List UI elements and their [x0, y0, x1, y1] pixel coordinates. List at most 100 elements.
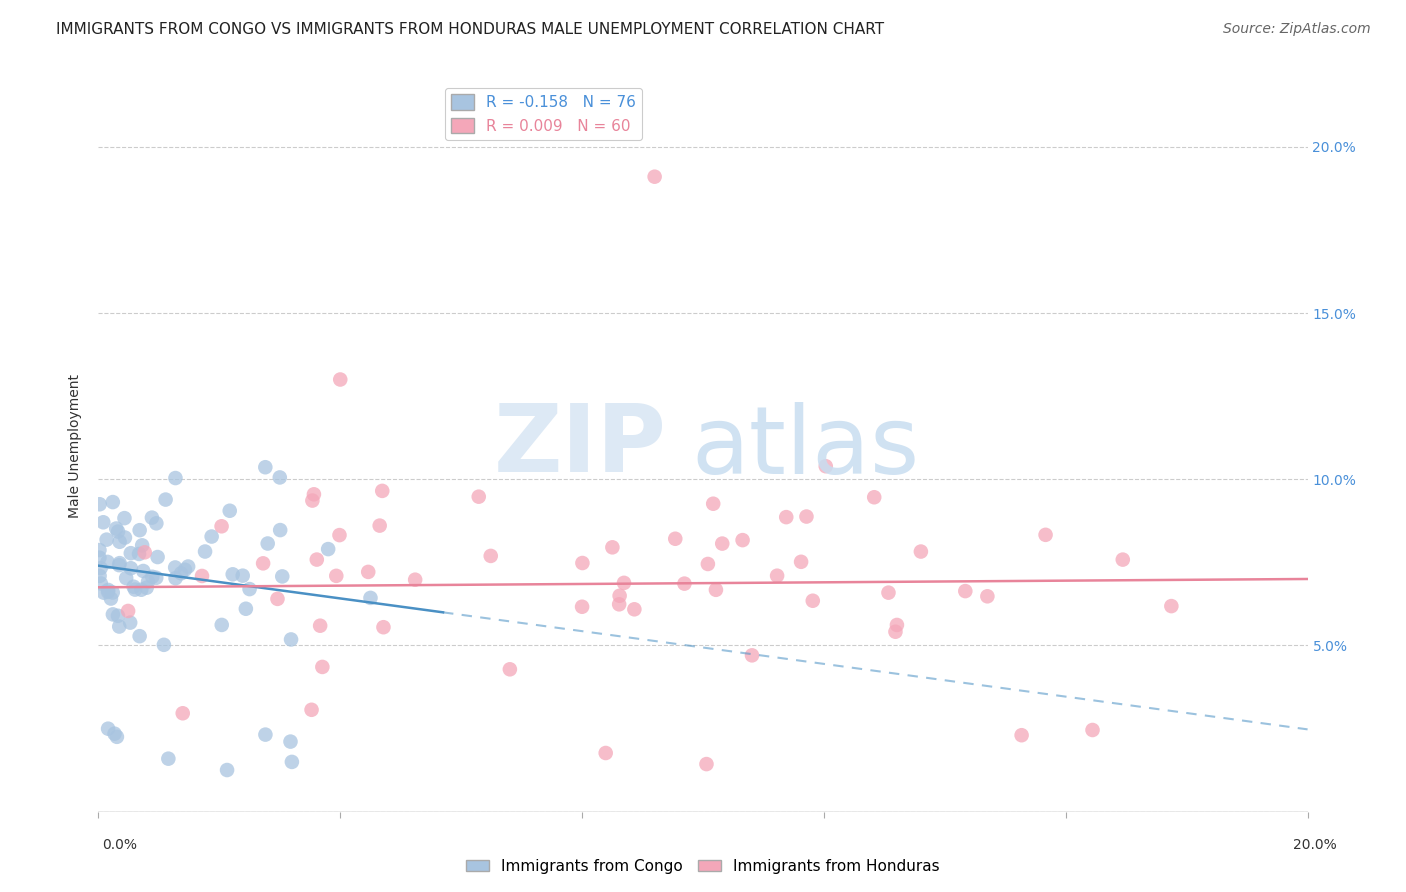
Point [1160, 599, 1182, 613]
Point [254, 728, 277, 742]
Point [796, 509, 818, 524]
Point [100, 591, 122, 606]
Point [108, 556, 131, 570]
Point [89, 497, 111, 511]
Point [114, 531, 136, 545]
Point [136, 574, 159, 589]
Point [357, 565, 380, 579]
Point [910, 544, 932, 558]
Point [766, 568, 789, 582]
Point [602, 541, 624, 555]
Point [877, 585, 900, 599]
Point [101, 495, 124, 509]
Point [122, 580, 145, 594]
Point [360, 591, 382, 605]
Point [863, 490, 886, 504]
Point [145, 571, 167, 585]
Point [89, 569, 111, 583]
Point [955, 584, 977, 599]
Point [695, 757, 717, 772]
Point [135, 581, 157, 595]
Point [1081, 723, 1104, 737]
Point [301, 493, 323, 508]
Point [131, 538, 153, 552]
Point [271, 569, 294, 583]
Point [145, 516, 167, 531]
Point [155, 492, 177, 507]
Point [499, 662, 522, 676]
Point [235, 601, 257, 615]
Point [89, 543, 111, 558]
Point [153, 638, 176, 652]
Text: Source: ZipAtlas.com: Source: ZipAtlas.com [1223, 22, 1371, 37]
Point [741, 648, 763, 663]
Point [201, 530, 224, 544]
Point [266, 591, 288, 606]
Point [107, 524, 129, 539]
Point [165, 471, 187, 485]
Point [218, 504, 240, 518]
Point [814, 459, 837, 474]
Point [108, 534, 131, 549]
Point [129, 582, 152, 597]
Point [215, 763, 238, 777]
Point [108, 558, 131, 573]
Point [325, 569, 347, 583]
Point [711, 536, 734, 550]
Point [165, 571, 187, 585]
Point [479, 549, 502, 563]
Point [194, 544, 217, 558]
Point [108, 619, 131, 633]
Point [120, 546, 142, 560]
Point [89, 550, 111, 565]
Point [97, 585, 120, 599]
Point [101, 585, 124, 599]
Point [673, 576, 696, 591]
Point [128, 523, 150, 537]
Point [96, 533, 118, 547]
Point [239, 582, 262, 596]
Point [281, 755, 304, 769]
Point [302, 487, 325, 501]
Point [609, 589, 631, 603]
Point [170, 566, 193, 581]
Point [165, 560, 187, 574]
Point [141, 510, 163, 524]
Point [103, 727, 125, 741]
Point [280, 632, 302, 647]
Point [404, 573, 426, 587]
Point [252, 557, 274, 571]
Point [1011, 728, 1033, 742]
Point [664, 532, 686, 546]
Point [117, 604, 139, 618]
Point [254, 460, 277, 475]
Point [128, 547, 150, 561]
Point [211, 618, 233, 632]
Point [222, 567, 245, 582]
Point [305, 552, 328, 566]
Point [329, 372, 352, 386]
Text: ZIP: ZIP [494, 400, 666, 492]
Point [373, 620, 395, 634]
Point [90, 561, 112, 575]
Point [157, 752, 180, 766]
Point [280, 734, 302, 748]
Point [613, 575, 636, 590]
Point [301, 703, 323, 717]
Point [191, 569, 214, 583]
Point [623, 602, 645, 616]
Point [90, 576, 112, 591]
Point [97, 722, 120, 736]
Point [644, 169, 666, 184]
Point [775, 510, 797, 524]
Point [96, 555, 118, 569]
Point [132, 564, 155, 578]
Point [1112, 552, 1135, 566]
Point [571, 556, 593, 570]
Point [141, 570, 163, 584]
Point [105, 522, 128, 536]
Point [134, 545, 156, 559]
Point [731, 533, 754, 548]
Point [93, 585, 115, 599]
Legend: Immigrants from Congo, Immigrants from Honduras: Immigrants from Congo, Immigrants from H… [460, 853, 946, 880]
